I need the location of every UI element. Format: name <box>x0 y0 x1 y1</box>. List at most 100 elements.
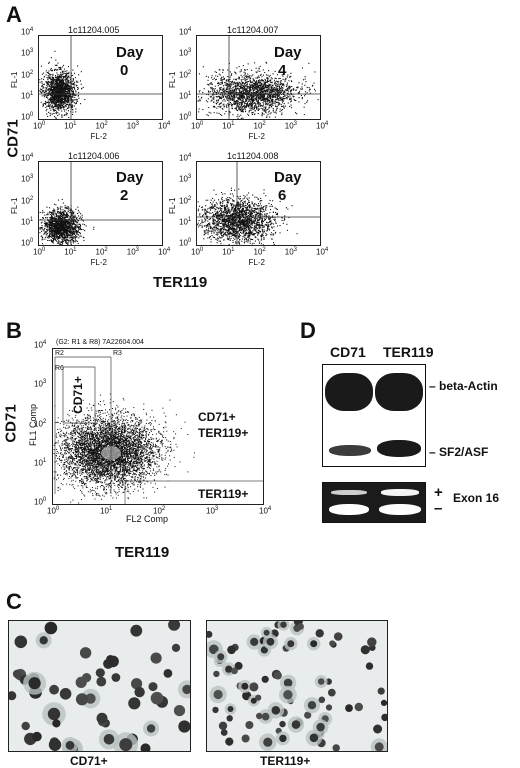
day4-event <box>276 87 277 88</box>
day2-event <box>57 226 58 227</box>
day0-event <box>68 76 69 77</box>
day4-event <box>251 101 252 102</box>
day4-event <box>274 96 275 97</box>
day4-event <box>262 88 263 89</box>
day4-event <box>307 87 308 88</box>
day0-event <box>55 65 56 66</box>
day6-event <box>218 199 219 200</box>
day4-event <box>246 92 247 93</box>
day4-event <box>232 108 233 109</box>
day2-event <box>48 222 49 223</box>
day2-event <box>56 223 57 224</box>
day4-event <box>241 71 242 72</box>
day2-event <box>42 225 43 226</box>
day0-event <box>57 112 58 113</box>
day2-event <box>58 237 59 238</box>
day4-event <box>265 80 266 81</box>
day4-event <box>227 95 228 96</box>
day2-event <box>50 214 51 215</box>
day2-event <box>84 224 85 225</box>
day0-event <box>66 114 67 115</box>
day4-event <box>215 88 216 89</box>
day4-event <box>206 100 207 101</box>
day0-event <box>56 95 57 96</box>
day0-event <box>56 65 57 66</box>
day4-event <box>256 86 257 87</box>
day4-event <box>281 114 282 115</box>
day-label-4: Day 4 <box>274 44 302 80</box>
day4-event <box>269 105 270 106</box>
day0-event <box>73 79 74 80</box>
day4-event <box>305 81 306 82</box>
day2-event <box>77 213 78 214</box>
day4-event <box>199 73 200 74</box>
flow-plot-day0 <box>38 35 163 120</box>
day0-event <box>60 81 61 82</box>
day0-event <box>43 104 44 105</box>
day4-event <box>214 112 215 113</box>
day4-event <box>227 100 228 101</box>
day2-event <box>82 217 83 218</box>
day4-event <box>265 98 266 99</box>
day4-event <box>237 82 238 83</box>
day0-event <box>50 79 51 80</box>
day4-event <box>222 72 223 73</box>
day2-event <box>63 222 64 223</box>
day4-event <box>268 97 269 98</box>
day2-event <box>73 227 74 228</box>
day4-event <box>277 92 278 93</box>
day4-event <box>233 104 234 105</box>
day4-event <box>211 101 212 102</box>
day4-event <box>278 81 279 82</box>
day4-event <box>257 71 258 72</box>
day4-event <box>204 88 205 89</box>
day4-event <box>233 79 234 80</box>
day2-event <box>47 233 48 234</box>
day4-event <box>254 102 255 103</box>
day4-event <box>249 103 250 104</box>
day4-event <box>250 78 251 79</box>
day2-event <box>50 227 51 228</box>
day4-event <box>230 91 231 92</box>
day4-event <box>281 113 282 114</box>
day4-event <box>232 87 233 88</box>
day4-event <box>258 110 259 111</box>
day4-event <box>249 105 250 106</box>
day4-event <box>242 102 243 103</box>
day0-event <box>61 88 62 89</box>
day2-event <box>47 214 48 215</box>
day0-event <box>67 77 68 78</box>
day4-event <box>237 110 238 111</box>
day4-event <box>282 85 283 86</box>
day4-event <box>236 67 237 68</box>
day2-event <box>93 227 94 228</box>
day4-event <box>305 91 306 92</box>
day4-event <box>267 91 268 92</box>
day0-event <box>48 71 49 72</box>
day4-event <box>221 97 222 98</box>
day4-event <box>222 83 223 84</box>
day0-event <box>68 98 69 99</box>
day4-event <box>253 86 254 87</box>
day0-event <box>58 63 59 64</box>
day4-event <box>263 110 264 111</box>
day4-event <box>278 100 279 101</box>
day4-event <box>276 83 277 84</box>
day2-event <box>64 221 65 222</box>
day4-event <box>217 76 218 77</box>
day0-event <box>51 102 52 103</box>
day6-event <box>273 224 274 225</box>
day2-event <box>67 216 68 217</box>
day4-event <box>226 98 227 99</box>
day4-event <box>234 103 235 104</box>
day2-event <box>47 227 48 228</box>
day0-event <box>63 65 64 66</box>
day4-event <box>227 86 228 87</box>
day4-event <box>263 114 264 115</box>
day0-event <box>77 99 78 100</box>
day0-event <box>64 109 65 110</box>
day4-event <box>247 105 248 106</box>
day0-event <box>50 89 51 90</box>
day4-event <box>264 82 265 83</box>
day4-event <box>305 79 306 80</box>
